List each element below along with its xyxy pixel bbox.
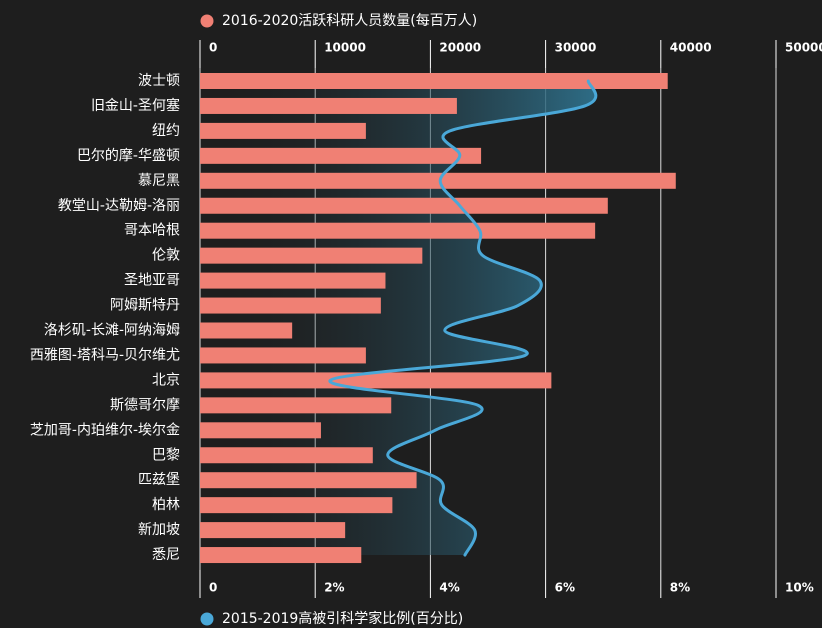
y-tick-label: 波士顿 xyxy=(138,73,180,89)
x-tick-label: 20000 xyxy=(439,41,481,55)
x2-tick-label: 8% xyxy=(670,581,690,595)
y-tick-label: 柏林 xyxy=(152,497,180,513)
bar xyxy=(200,522,346,539)
x2-tick-label: 0 xyxy=(209,581,217,595)
legend-swatch xyxy=(200,14,214,28)
x2-tick-label: 10% xyxy=(785,581,814,595)
bar xyxy=(200,447,373,464)
legend-label: 2016-2020活跃科研人员数量(每百万人) xyxy=(222,13,477,29)
bar xyxy=(200,297,381,314)
y-tick-label: 斯德哥尔摩 xyxy=(110,396,180,413)
y-tick-label: 教堂山-达勒姆-洛丽 xyxy=(58,198,180,214)
y-tick-label: 伦敦 xyxy=(152,248,180,264)
x2-tick-label: 2% xyxy=(324,581,344,595)
x2-tick-label: 4% xyxy=(439,581,459,595)
y-tick-label: 西雅图-塔科马-贝尔维尤 xyxy=(30,347,180,363)
bar xyxy=(200,322,293,339)
x-tick-label: 40000 xyxy=(670,41,712,55)
y-tick-label: 纽约 xyxy=(152,123,180,139)
bar xyxy=(200,97,457,114)
y-tick-label: 洛杉矶-长滩-阿纳海姆 xyxy=(44,323,180,339)
y-tick-label: 新加坡 xyxy=(138,522,180,538)
bar xyxy=(200,347,366,364)
bar xyxy=(200,247,423,264)
bar xyxy=(200,547,362,564)
y-tick-label: 芝加哥-内珀维尔-埃尔金 xyxy=(30,422,180,438)
x2-tick-label: 6% xyxy=(555,581,575,595)
y-tick-label: 悉尼 xyxy=(152,547,180,563)
bar xyxy=(200,172,676,189)
bar xyxy=(200,497,393,514)
y-tick-label: 慕尼黑 xyxy=(138,173,180,189)
bar xyxy=(200,272,386,289)
x-tick-label: 10000 xyxy=(324,41,366,55)
y-tick-label: 巴黎 xyxy=(152,447,180,463)
bar xyxy=(200,73,668,89)
bar xyxy=(200,147,482,164)
bar xyxy=(200,422,321,439)
y-tick-label: 圣地亚哥 xyxy=(124,273,180,289)
bar xyxy=(200,222,596,239)
bar xyxy=(200,472,417,489)
legend-swatch xyxy=(200,612,214,626)
bar xyxy=(200,397,392,414)
y-tick-label: 匹兹堡 xyxy=(138,472,180,488)
y-tick-label: 阿姆斯特丹 xyxy=(110,298,180,314)
x-tick-label: 30000 xyxy=(555,41,597,55)
y-tick-label: 哥本哈根 xyxy=(124,223,180,239)
legend-label: 2015-2019高被引科学家比例(百分比) xyxy=(222,610,463,627)
y-tick-label: 北京 xyxy=(152,372,180,388)
y-tick-label: 巴尔的摩-华盛顿 xyxy=(77,147,180,164)
y-tick-label: 旧金山-圣何塞 xyxy=(91,97,180,114)
x-tick-label: 0 xyxy=(209,41,217,55)
bar xyxy=(200,372,552,389)
bar xyxy=(200,122,366,139)
line xyxy=(328,79,598,557)
bar xyxy=(200,197,608,214)
